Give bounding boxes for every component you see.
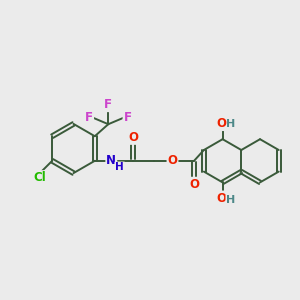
Text: N: N — [106, 154, 116, 167]
Text: F: F — [124, 111, 131, 124]
Text: H: H — [115, 162, 124, 172]
Text: F: F — [85, 111, 93, 124]
Text: H: H — [226, 195, 236, 206]
Text: O: O — [167, 154, 178, 167]
Text: H: H — [226, 118, 236, 129]
Text: O: O — [216, 117, 226, 130]
Text: O: O — [128, 131, 138, 144]
Text: O: O — [216, 191, 226, 205]
Text: O: O — [189, 178, 199, 191]
Text: F: F — [104, 98, 112, 111]
Text: Cl: Cl — [33, 171, 46, 184]
